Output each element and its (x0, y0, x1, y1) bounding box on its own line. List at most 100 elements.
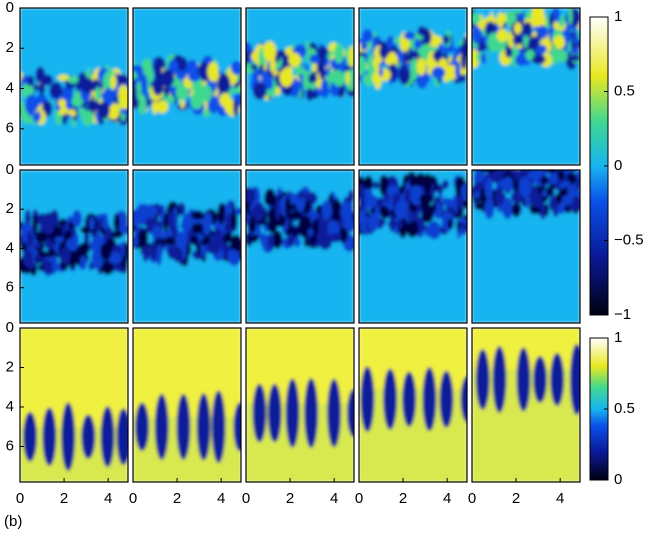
blob (233, 96, 239, 117)
blob (402, 70, 407, 83)
finger (492, 345, 507, 413)
x-tick-label: 4 (330, 490, 338, 507)
blob (206, 240, 221, 252)
blob (410, 58, 419, 80)
blob (460, 49, 467, 70)
blob (345, 71, 350, 86)
finger (402, 371, 417, 427)
blob (71, 109, 76, 117)
blob (167, 210, 175, 232)
blob (473, 170, 483, 174)
blob (124, 241, 128, 260)
blob (332, 71, 346, 87)
blob (97, 101, 110, 119)
y-tick-label: 2 (6, 39, 14, 56)
blob (472, 26, 482, 44)
blob (432, 49, 443, 63)
blob (173, 251, 181, 263)
blob (175, 231, 188, 250)
blob (452, 195, 457, 213)
panel-frame (132, 7, 242, 166)
blob (207, 61, 219, 82)
blob (26, 231, 34, 248)
blob (263, 41, 277, 62)
blob (199, 84, 213, 103)
blob (156, 100, 169, 114)
blob (40, 74, 53, 86)
blob (512, 36, 524, 45)
panel-frame (19, 7, 129, 166)
blob (384, 192, 389, 204)
blob (191, 223, 204, 234)
blob (163, 213, 169, 233)
blob (114, 74, 128, 85)
blob (27, 75, 35, 87)
blob (418, 44, 429, 59)
blob (152, 100, 158, 115)
blob (546, 186, 552, 195)
blob (153, 60, 163, 82)
blob (152, 75, 164, 96)
blob (227, 250, 241, 266)
blob (504, 46, 513, 58)
blob (156, 244, 162, 267)
blob (573, 31, 579, 47)
panel-frame (245, 7, 355, 166)
finger (267, 383, 282, 443)
blob (25, 83, 34, 97)
panel-frame (132, 327, 242, 483)
x-tick-label: 4 (556, 490, 564, 507)
blob (279, 68, 293, 87)
image (359, 328, 467, 482)
y-tick-label: 4 (6, 79, 14, 96)
finger (196, 393, 211, 461)
blob (70, 228, 77, 236)
finger (346, 388, 354, 438)
blob (378, 67, 384, 78)
blob (312, 218, 319, 236)
blob (94, 86, 102, 102)
blob (24, 94, 38, 115)
blob (419, 203, 433, 210)
blob (133, 238, 139, 247)
blob (246, 200, 250, 213)
image (133, 170, 241, 323)
image-panel: 0 2 4 6 0 2 4 (6, 319, 129, 507)
blob (38, 233, 43, 246)
blob (305, 88, 314, 101)
blob (38, 264, 44, 272)
blob (548, 195, 558, 212)
blob (217, 73, 231, 95)
blob (557, 170, 565, 180)
x-tick-label: 4 (104, 490, 112, 507)
blob (302, 70, 309, 91)
blob (541, 175, 548, 185)
blob (294, 237, 301, 248)
blob (318, 45, 328, 62)
blob (409, 175, 422, 189)
blob (566, 184, 574, 205)
blob (254, 202, 265, 221)
blob (403, 50, 408, 66)
blob (145, 204, 158, 219)
colorbar-tick-label: 1 (614, 8, 622, 25)
blob (551, 44, 559, 65)
blob (287, 233, 295, 248)
blob (32, 215, 39, 235)
blob (474, 202, 486, 211)
blob (107, 103, 120, 120)
blob (514, 22, 522, 35)
blob (138, 226, 144, 233)
blob (487, 32, 501, 53)
finger (61, 402, 76, 472)
blob (555, 10, 561, 23)
image-panel (471, 7, 581, 166)
finger (135, 402, 150, 452)
blob (133, 212, 141, 226)
finger (460, 375, 467, 423)
blob (436, 184, 444, 195)
image-panel (358, 169, 468, 324)
blob (331, 210, 341, 223)
blob (493, 170, 508, 176)
blob (456, 195, 464, 209)
